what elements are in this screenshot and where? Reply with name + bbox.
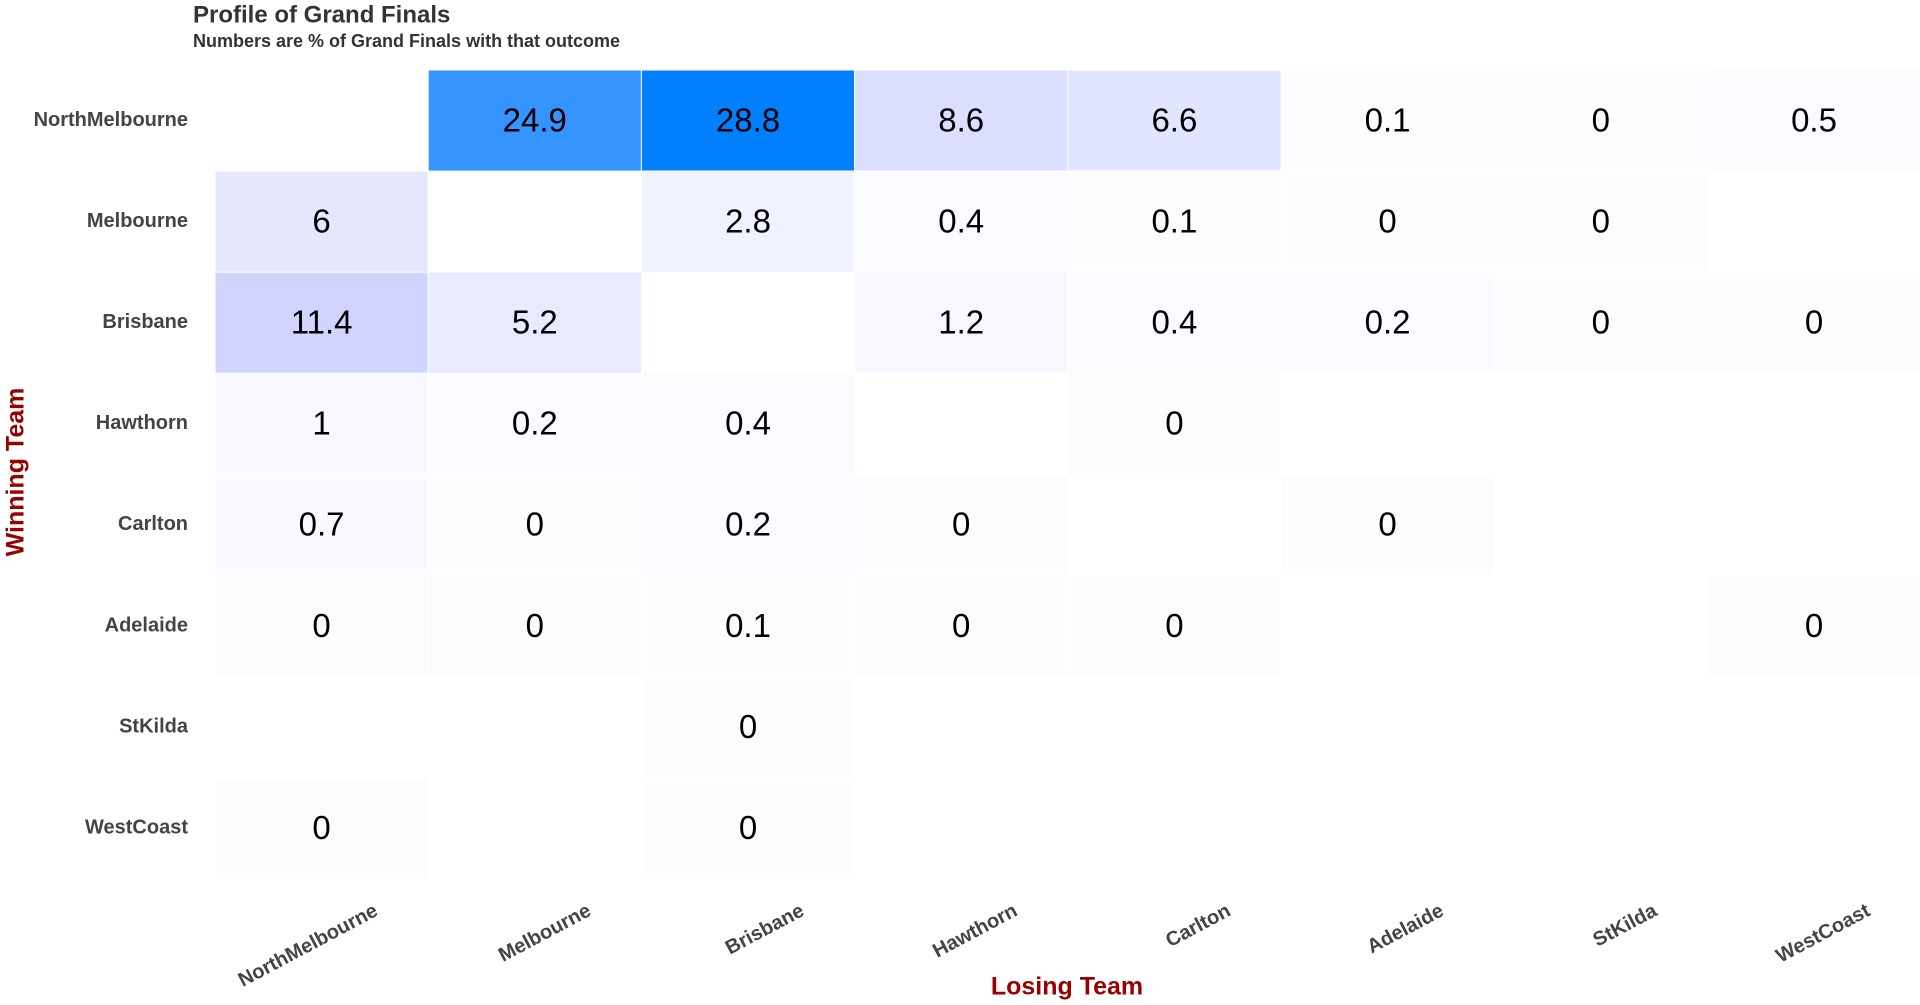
y-tick-label: Adelaide (105, 614, 188, 636)
heat-cell (214, 170, 429, 273)
heat-cell (1280, 473, 1495, 576)
x-tick-label: NorthMelbourne (235, 900, 382, 992)
x-tick-label: Hawthorn (929, 900, 1021, 963)
heat-cell (427, 271, 642, 374)
cell-label: 0 (1592, 202, 1610, 239)
cell-label: 6 (312, 202, 330, 239)
x-tick-label: WestCoast (1773, 899, 1875, 967)
heat-cell (1706, 575, 1920, 678)
heat-cell (640, 676, 856, 779)
x-tick-label: Adelaide (1363, 900, 1447, 959)
heat-cell (640, 372, 856, 475)
x-tick-label: StKilda (1589, 899, 1661, 951)
heat-cell (1493, 69, 1708, 172)
heat-cell (640, 777, 856, 880)
cell-label: 0.2 (1365, 303, 1411, 340)
heat-cell (427, 473, 642, 576)
cell-label: 2.8 (725, 202, 771, 239)
cell-label: 0.7 (299, 506, 345, 543)
cell-label: 11.4 (291, 303, 353, 340)
heat-cell (854, 575, 1069, 678)
heat-cell (214, 372, 429, 475)
heat-cell (854, 69, 1069, 172)
heat-cell (640, 473, 856, 576)
heat-cell (214, 575, 429, 678)
heat-cell (1280, 170, 1495, 273)
cell-label: 0 (312, 809, 330, 846)
cell-label: 1 (312, 405, 330, 442)
heat-cell (427, 69, 642, 172)
heat-cell (427, 575, 642, 678)
y-tick-label: WestCoast (85, 817, 188, 839)
cell-label: 28.8 (716, 101, 780, 138)
heat-cell (427, 372, 642, 475)
heat-cell (1706, 271, 1920, 374)
heat-cell (1067, 170, 1282, 273)
chart-title: Profile of Grand Finals (193, 1, 450, 28)
y-tick-label: Carlton (118, 513, 188, 535)
heat-cell (1280, 69, 1495, 172)
y-tick-label: Brisbane (102, 311, 188, 333)
cell-label: 0 (739, 809, 757, 846)
y-tick-label: StKilda (119, 715, 189, 737)
heat-cell (854, 170, 1069, 273)
cell-label: 0 (1805, 607, 1823, 644)
cell-label: 0 (312, 607, 330, 644)
cell-label: 0 (1165, 405, 1183, 442)
heat-cell (1706, 69, 1920, 172)
cell-label: 0.1 (1151, 202, 1197, 239)
cell-label: 0 (952, 607, 970, 644)
cell-label: 5.2 (512, 303, 558, 340)
cell-label: 0 (1378, 506, 1396, 543)
cell-label: 0.1 (1365, 101, 1411, 138)
cell-label: 0.1 (725, 607, 771, 644)
heat-cell (1493, 170, 1708, 273)
heat-cell (1280, 271, 1495, 374)
chart-subtitle: Numbers are % of Grand Finals with that … (193, 31, 620, 51)
cell-label: 0.2 (725, 506, 771, 543)
heat-cell (854, 473, 1069, 576)
heat-cell (640, 69, 856, 172)
heat-cell (1067, 271, 1282, 374)
cell-label: 0 (1592, 101, 1610, 138)
heat-cell (214, 473, 429, 576)
cell-label: 0 (1805, 303, 1823, 340)
cell-label: 0 (1165, 607, 1183, 644)
cell-label: 0.2 (512, 405, 558, 442)
heat-cell (1067, 372, 1282, 475)
heat-cell (214, 777, 429, 880)
cell-label: 1.2 (938, 303, 984, 340)
cell-label: 0 (739, 708, 757, 745)
cell-label: 0.4 (938, 202, 984, 239)
x-tick-label: Carlton (1162, 900, 1234, 952)
cell-label: 0 (526, 506, 544, 543)
cell-label: 8.6 (938, 101, 984, 138)
cell-label: 24.9 (503, 101, 567, 138)
x-axis-title: Losing Team (991, 973, 1143, 1001)
x-tick-label: Melbourne (495, 900, 595, 967)
cell-label: 6.6 (1151, 101, 1197, 138)
cell-label: 0.4 (1151, 303, 1197, 340)
heat-cell (1067, 575, 1282, 678)
cell-label: 0.4 (725, 405, 771, 442)
cell-label: 0 (952, 506, 970, 543)
y-tick-label: NorthMelbourne (34, 109, 188, 131)
y-tick-label: Melbourne (87, 210, 188, 232)
heat-cell (1493, 271, 1708, 374)
cell-label: 0.5 (1791, 101, 1837, 138)
y-tick-label: Hawthorn (96, 412, 188, 434)
heat-cell (1067, 69, 1282, 172)
cell-label: 0 (1378, 202, 1396, 239)
cell-label: 0 (526, 607, 544, 644)
cell-label: 0 (1592, 303, 1610, 340)
y-axis-title: Winning Team (2, 388, 30, 557)
x-tick-label: Brisbane (722, 900, 808, 960)
